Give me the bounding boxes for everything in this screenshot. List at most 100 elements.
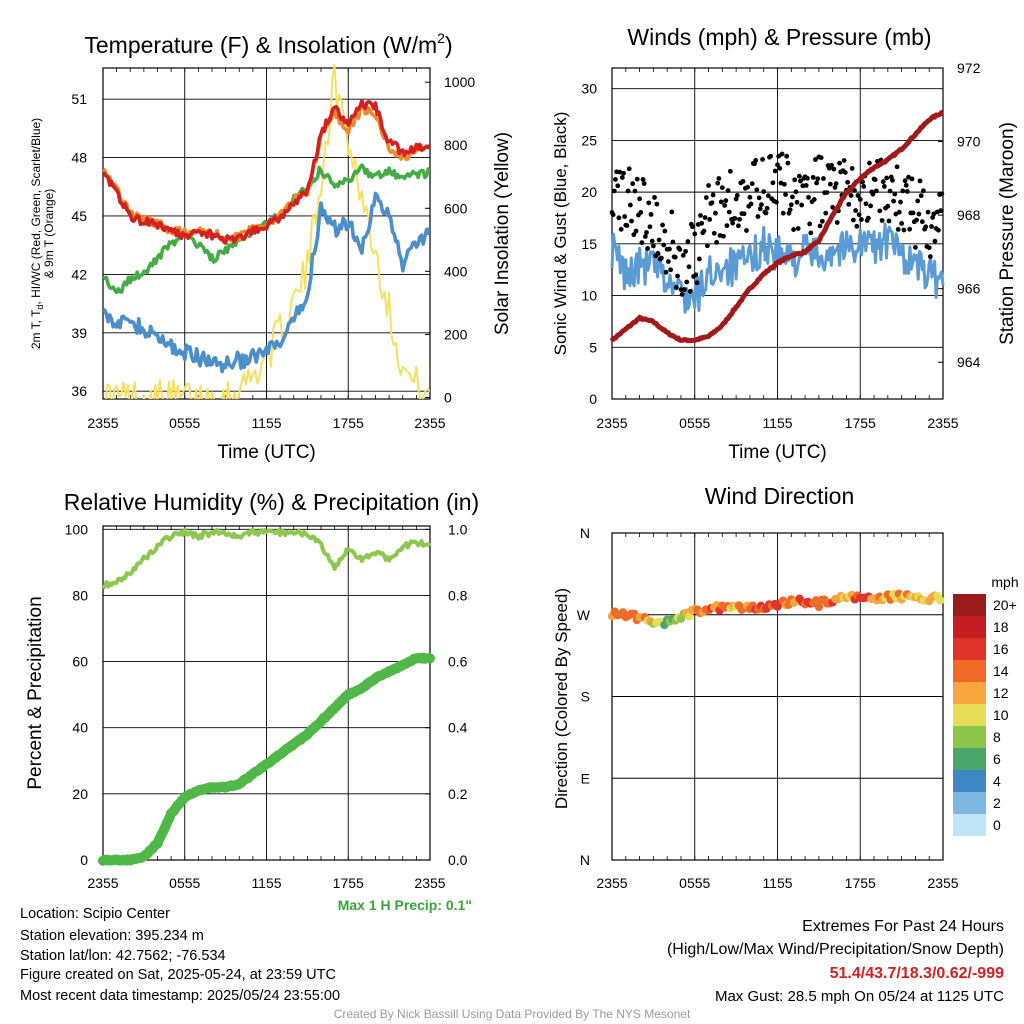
gust-point xyxy=(723,198,729,203)
gust-point xyxy=(725,188,731,193)
gust-point xyxy=(824,190,830,196)
gust-point xyxy=(936,227,941,233)
max-gust: Max Gust: 28.5 mph On 05/24 at 1125 UTC xyxy=(714,988,1004,1005)
extremes-title: Extremes For Past 24 Hours xyxy=(802,918,1004,935)
gust-point xyxy=(763,210,769,216)
x-tick-label: 2355 xyxy=(927,415,958,431)
gust-point xyxy=(913,244,918,250)
legend-swatch xyxy=(953,638,986,660)
x-axis-label: Time (UTC) xyxy=(728,442,827,463)
x-tick-label: 2355 xyxy=(414,875,445,891)
gust-point xyxy=(677,247,683,252)
gust-point xyxy=(791,227,796,232)
gust-point xyxy=(829,162,834,168)
gust-point xyxy=(861,184,867,189)
legend-label: 16 xyxy=(993,641,1009,657)
gust-point xyxy=(910,210,916,216)
gust-point xyxy=(932,238,938,244)
rh-chart-title: Relative Humidity (%) & Precipitation (i… xyxy=(64,489,479,515)
gust-point xyxy=(741,211,747,217)
gust-point xyxy=(678,287,684,292)
y-right-tick-label: 0.6 xyxy=(448,654,468,670)
gust-point xyxy=(810,174,816,180)
gust-point xyxy=(757,206,763,212)
gust-point xyxy=(665,259,671,264)
legend-swatch xyxy=(953,748,986,770)
gust-point xyxy=(616,215,622,221)
gust-point xyxy=(819,218,825,224)
gust-point xyxy=(748,201,754,207)
gust-point xyxy=(919,219,925,225)
gust-point xyxy=(694,280,700,286)
gust-point xyxy=(756,195,762,201)
gust-point xyxy=(707,217,713,222)
gust-point xyxy=(704,243,710,249)
gust-point xyxy=(821,176,826,181)
gust-point xyxy=(773,199,779,205)
gust-point xyxy=(716,176,722,181)
gust-point xyxy=(831,166,837,172)
extremes-subtitle: (High/Low/Max Wind/Precipitation/Snow De… xyxy=(666,941,1004,958)
gust-point xyxy=(627,202,633,208)
gust-point xyxy=(863,201,869,207)
gust-point xyxy=(915,198,921,204)
y-right-tick-label: 1.0 xyxy=(448,521,468,537)
y-right-tick-label: 968 xyxy=(957,207,981,223)
legend-label: 12 xyxy=(993,685,1009,701)
gust-point xyxy=(655,250,661,256)
gust-point xyxy=(618,226,624,232)
y-right-tick-label: 972 xyxy=(957,60,981,76)
gust-point xyxy=(644,230,649,235)
gust-point xyxy=(848,193,854,198)
legend-swatch xyxy=(953,594,986,616)
gust-point xyxy=(624,223,630,228)
y-tick-label: 51 xyxy=(71,91,87,107)
gust-point xyxy=(858,217,864,222)
y-tick-label: 30 xyxy=(581,81,597,97)
gust-point xyxy=(638,210,644,215)
legend-swatch xyxy=(953,616,986,638)
y-left-axis-label: Direction (Colored By Speed) xyxy=(552,588,571,809)
speed-legend: mph 20+ 18 16 14 12 10 8 6 4 2 0 xyxy=(953,574,1019,836)
legend-label: 2 xyxy=(993,795,1001,811)
y-tick-label: 25 xyxy=(581,132,597,148)
gust-point xyxy=(683,248,688,254)
series-line-2m-t xyxy=(103,98,430,245)
gust-point xyxy=(656,237,662,243)
gust-point xyxy=(885,203,891,209)
gust-point xyxy=(799,202,805,208)
gust-point xyxy=(714,239,719,245)
y-tick-label: 20 xyxy=(581,184,597,200)
series-line-precip xyxy=(98,652,435,866)
gust-point xyxy=(649,238,655,244)
gust-point xyxy=(877,208,883,214)
gust-point xyxy=(753,158,759,163)
gust-point xyxy=(654,201,660,207)
gust-point xyxy=(845,179,851,185)
gust-point xyxy=(686,264,692,270)
gust-point xyxy=(781,181,787,187)
gust-point xyxy=(856,212,862,218)
gust-point xyxy=(892,191,898,197)
gust-point xyxy=(637,196,642,202)
gust-point xyxy=(621,170,626,176)
gust-point xyxy=(662,228,668,234)
y-right-tick-label: 800 xyxy=(444,137,468,153)
gust-point xyxy=(868,203,873,209)
x-tick-label: 0555 xyxy=(169,415,200,431)
y-left-axis-label: Sonic Wind & Gust (Blue, Black) xyxy=(551,112,570,356)
gust-point xyxy=(834,220,840,225)
gust-point xyxy=(909,176,915,182)
gust-point xyxy=(719,185,725,191)
gust-point xyxy=(850,217,856,223)
winds-panel: Winds (mph) & Pressure (mb) 0 5 10 15 20 25 30 9… xyxy=(551,24,1018,463)
gust-point xyxy=(794,199,800,205)
gust-point xyxy=(670,239,676,245)
gust-point xyxy=(734,193,740,198)
gust-point xyxy=(784,153,790,159)
gust-point xyxy=(640,177,646,182)
y-tick-label: 45 xyxy=(71,208,87,224)
gust-point xyxy=(795,226,801,231)
gust-point xyxy=(634,176,640,182)
y-right-axis-label: Solar Insolation (Yellow) xyxy=(492,132,513,335)
